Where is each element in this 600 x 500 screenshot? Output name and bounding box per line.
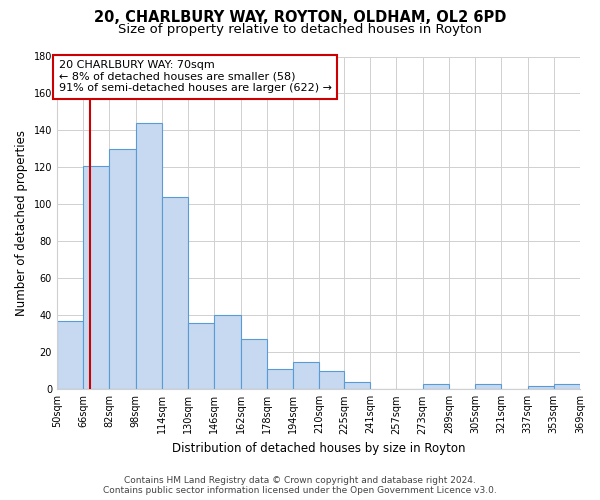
Bar [554,384,580,390]
Bar [162,197,188,390]
Bar [241,340,267,390]
Text: Contains HM Land Registry data © Crown copyright and database right 2024.
Contai: Contains HM Land Registry data © Crown c… [103,476,497,495]
Bar [83,166,109,390]
Bar [214,316,241,390]
Bar [319,371,344,390]
Bar [422,384,449,390]
Bar [57,321,83,390]
Bar [344,382,370,390]
Bar [293,362,319,390]
Text: Size of property relative to detached houses in Royton: Size of property relative to detached ho… [118,22,482,36]
Y-axis label: Number of detached properties: Number of detached properties [15,130,28,316]
Bar [527,386,554,390]
X-axis label: Distribution of detached houses by size in Royton: Distribution of detached houses by size … [172,442,465,455]
Bar [267,369,293,390]
Bar [475,384,501,390]
Text: 20 CHARLBURY WAY: 70sqm
← 8% of detached houses are smaller (58)
91% of semi-det: 20 CHARLBURY WAY: 70sqm ← 8% of detached… [59,60,332,94]
Bar [109,149,136,390]
Bar [136,123,162,390]
Bar [188,322,214,390]
Text: 20, CHARLBURY WAY, ROYTON, OLDHAM, OL2 6PD: 20, CHARLBURY WAY, ROYTON, OLDHAM, OL2 6… [94,10,506,25]
